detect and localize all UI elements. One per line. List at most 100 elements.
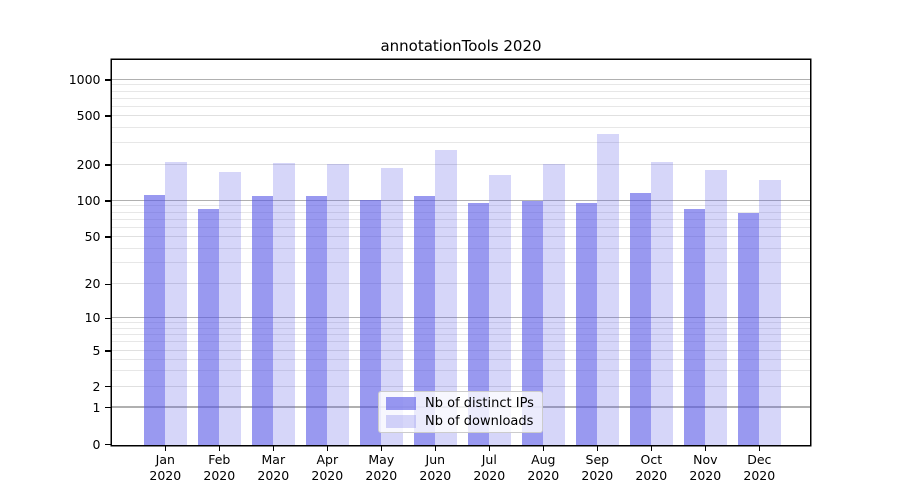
gridline-y-70: [112, 218, 810, 220]
x-tick-month: Mar: [261, 452, 286, 467]
bar-downloads-aug: [543, 164, 565, 445]
gridline-y-900: [112, 84, 810, 86]
x-tick-label-sep: Sep 2020: [570, 452, 624, 483]
x-tick-year: 2020: [311, 467, 344, 483]
x-tick-month: Aug: [531, 452, 556, 467]
gridline-y-2: [112, 385, 810, 387]
x-tick-year: 2020: [473, 467, 506, 483]
legend-label-downloads: Nb of downloads: [425, 413, 534, 429]
x-tick-mark-jun: [434, 446, 436, 451]
x-tick-month: Apr: [316, 452, 339, 467]
gridline-y-9: [112, 322, 810, 324]
gridline-y-700: [112, 97, 810, 99]
y-tick-mark-1000: [104, 79, 111, 81]
bar-distinct-ips-dec: [737, 212, 760, 445]
x-tick-label-dec: Dec 2020: [732, 452, 786, 483]
gridline-y-200: [112, 164, 810, 165]
x-tick-year: 2020: [203, 467, 236, 483]
gridline-y-4: [112, 358, 810, 360]
y-tick-mark-5: [104, 350, 111, 352]
x-tick-label-jul: Jul 2020: [462, 452, 516, 483]
gridline-y-3: [112, 369, 810, 371]
gridline-y-80: [112, 211, 810, 213]
y-tick-mark-0: [104, 443, 111, 446]
y-tick-label-0: 0: [92, 436, 101, 452]
y-tick-mark-1: [104, 407, 111, 409]
chart-title: annotationTools 2020: [380, 37, 542, 55]
bar-downloads-dec: [759, 179, 781, 445]
x-tick-month: Dec: [747, 452, 772, 467]
x-tick-year: 2020: [149, 467, 182, 483]
bar-downloads-apr: [327, 164, 349, 445]
bar-distinct-ips-jan: [143, 194, 166, 445]
gridline-y-30: [112, 262, 810, 264]
y-tick-mark-2: [104, 386, 111, 388]
y-tick-label-5: 5: [92, 342, 101, 358]
bar-distinct-ips-jul: [467, 202, 490, 445]
y-tick-label-10: 10: [84, 310, 101, 326]
y-tick-label-200: 200: [76, 156, 101, 172]
y-tick-mark-500: [104, 115, 111, 117]
y-tick-label-2: 2: [92, 378, 101, 394]
bar-downloads-mar: [273, 163, 295, 445]
gridline-y-50: [112, 236, 810, 237]
bar-distinct-ips-apr: [305, 196, 328, 445]
x-tick-label-oct: Oct 2020: [624, 452, 678, 483]
legend-item-distinct-ips: Nb of distinct IPs: [386, 396, 535, 411]
x-tick-year: 2020: [365, 467, 398, 483]
x-tick-label-feb: Feb 2020: [192, 452, 246, 483]
gridline-y-60: [112, 226, 810, 228]
x-tick-mark-may: [380, 446, 382, 451]
x-tick-year: 2020: [257, 467, 290, 483]
x-tick-mark-oct: [650, 446, 652, 451]
gridline-y-90: [112, 205, 810, 207]
y-tick-mark-100: [104, 200, 111, 202]
bar-downloads-oct: [651, 162, 673, 445]
x-tick-month: Nov: [693, 452, 718, 467]
x-tick-year: 2020: [743, 467, 776, 483]
x-tick-mark-dec: [758, 446, 760, 451]
x-tick-label-may: May 2020: [354, 452, 408, 483]
y-tick-mark-50: [104, 236, 111, 238]
x-tick-label-mar: Mar 2020: [246, 452, 300, 483]
bar-distinct-ips-mar: [251, 195, 274, 445]
x-tick-year: 2020: [419, 467, 452, 483]
x-tick-month: Jul: [481, 452, 497, 467]
bar-distinct-ips-nov: [683, 209, 706, 445]
legend-swatch-distinct-ips: [386, 396, 416, 410]
y-tick-label-50: 50: [84, 228, 101, 244]
gridline-y-1000: [112, 78, 810, 80]
bar-downloads-jun: [435, 149, 457, 445]
x-tick-mark-sep: [596, 446, 598, 451]
legend-item-downloads: Nb of downloads: [386, 414, 535, 429]
legend: Nb of distinct IPs Nb of downloads: [378, 391, 543, 433]
x-tick-month: May: [368, 452, 395, 467]
y-tick-mark-200: [104, 164, 111, 166]
x-tick-mark-mar: [272, 446, 274, 451]
x-tick-month: Feb: [208, 452, 231, 467]
bar-downloads-feb: [219, 172, 241, 445]
bar-downloads-jan: [165, 162, 187, 445]
x-tick-mark-feb: [218, 446, 220, 451]
legend-swatch-downloads: [386, 414, 416, 428]
y-tick-label-1000: 1000: [68, 71, 101, 87]
y-tick-label-500: 500: [76, 108, 101, 124]
bar-downloads-nov: [705, 169, 727, 445]
bar-distinct-ips-oct: [629, 192, 652, 445]
x-tick-month: Jan: [155, 452, 175, 467]
gridline-y-600: [112, 105, 810, 107]
x-tick-mark-nov: [704, 446, 706, 451]
x-tick-month: Oct: [640, 452, 663, 467]
bar-downloads-jul: [489, 174, 511, 445]
gridline-y-6: [112, 341, 810, 343]
x-tick-month: Jun: [425, 452, 446, 467]
bar-distinct-ips-jun: [413, 195, 436, 445]
bar-downloads-may: [381, 168, 403, 445]
bar-distinct-ips-aug: [521, 201, 544, 445]
x-tick-mark-apr: [326, 446, 328, 451]
y-tick-label-100: 100: [76, 192, 101, 208]
bar-distinct-ips-feb: [197, 209, 220, 445]
x-tick-month: Sep: [585, 452, 610, 467]
x-tick-mark-jul: [488, 446, 490, 451]
gridline-y-300: [112, 142, 810, 144]
